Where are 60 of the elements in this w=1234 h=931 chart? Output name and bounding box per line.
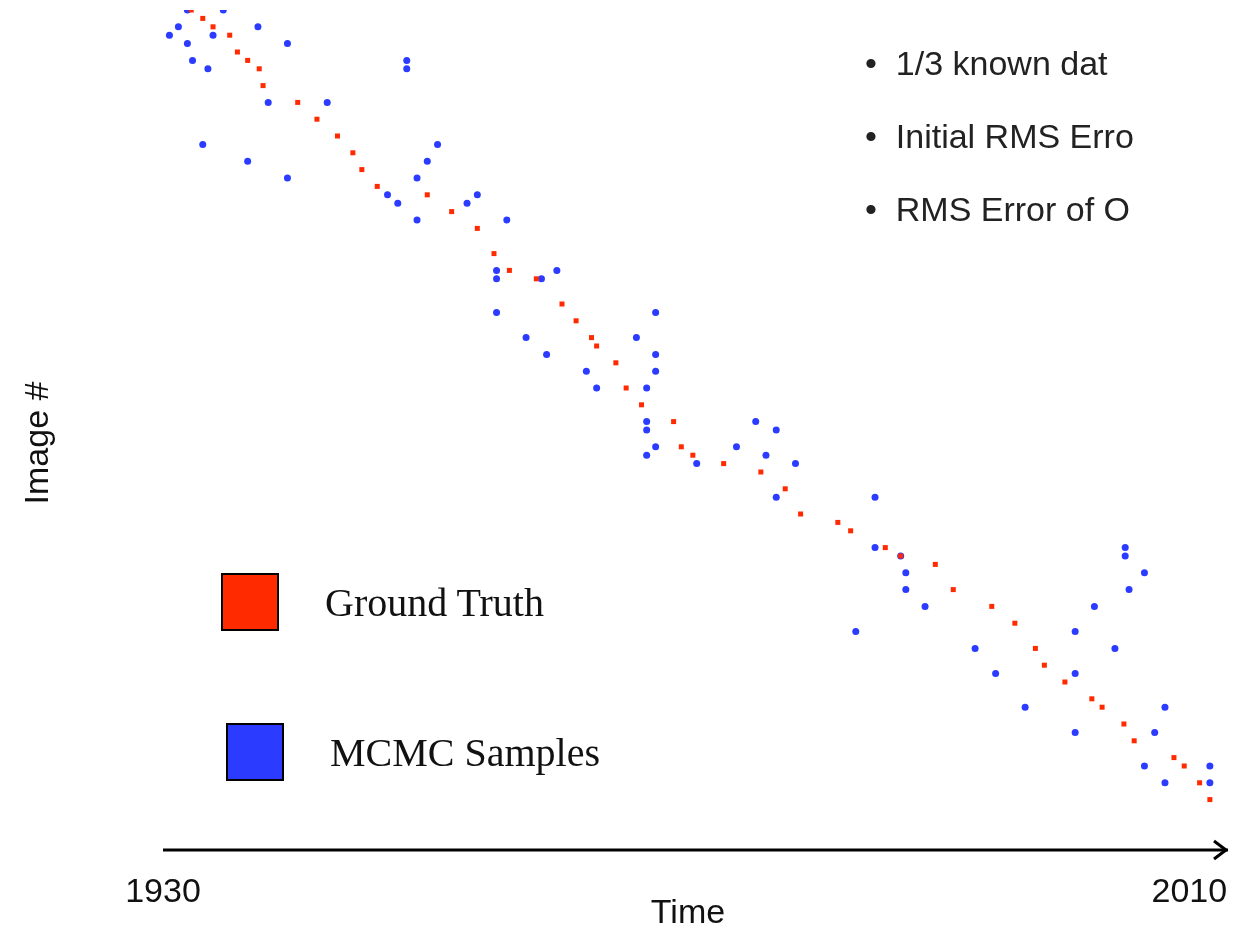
point	[245, 57, 251, 63]
annotation: • 1/3 known dat	[865, 43, 1108, 83]
point	[639, 402, 645, 408]
point	[1207, 797, 1213, 803]
legend-label: MCMC Samples	[330, 728, 601, 776]
point	[758, 469, 764, 475]
point	[227, 32, 233, 38]
point	[1032, 645, 1038, 651]
point	[989, 603, 995, 609]
x-tick-label: 2010	[1151, 871, 1228, 910]
point	[234, 49, 240, 55]
point	[506, 267, 512, 273]
point	[721, 461, 727, 467]
point	[200, 15, 206, 21]
point	[589, 335, 594, 341]
point	[559, 301, 565, 307]
point	[594, 343, 600, 349]
point	[848, 528, 854, 534]
point	[613, 360, 619, 366]
point	[932, 561, 938, 567]
point	[1012, 620, 1018, 626]
point	[1181, 763, 1187, 769]
annotation: • Initial RMS Erro	[865, 116, 1134, 156]
point	[573, 318, 579, 324]
point	[835, 519, 841, 525]
legend-label: Ground Truth	[325, 578, 544, 626]
point	[1041, 662, 1047, 668]
point	[1121, 721, 1127, 727]
point	[1062, 679, 1068, 685]
point	[256, 66, 262, 72]
point	[671, 419, 677, 425]
point	[1171, 755, 1177, 761]
point	[533, 276, 539, 282]
point	[424, 192, 430, 198]
point	[359, 167, 365, 173]
y-axis-title: Image #	[16, 380, 56, 507]
point	[690, 452, 696, 458]
x-axis-title: Time	[649, 891, 727, 931]
point	[950, 587, 956, 593]
x-tick-label: 1930	[125, 871, 201, 910]
point	[782, 486, 788, 492]
point	[374, 183, 380, 189]
point	[449, 209, 455, 215]
point	[1197, 780, 1203, 786]
point	[295, 99, 301, 105]
point	[798, 511, 804, 517]
point	[1099, 704, 1105, 710]
point	[623, 385, 629, 391]
point	[210, 24, 216, 30]
point	[882, 545, 888, 551]
point	[491, 251, 497, 257]
point	[1089, 696, 1095, 702]
point	[678, 444, 684, 450]
point	[1131, 738, 1137, 744]
point	[350, 150, 356, 156]
point	[314, 116, 320, 122]
point	[474, 225, 480, 231]
annotation: • RMS Error of O	[865, 189, 1131, 229]
point	[334, 133, 340, 139]
point	[260, 83, 266, 89]
